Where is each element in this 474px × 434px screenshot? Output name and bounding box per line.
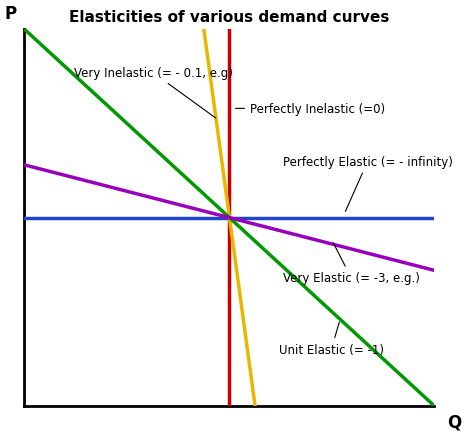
- Text: Very Elastic (= -3, e.g.): Very Elastic (= -3, e.g.): [283, 243, 419, 285]
- Text: Perfectly Elastic (= - infinity): Perfectly Elastic (= - infinity): [283, 155, 453, 212]
- Text: Very Inelastic (= - 0.1, e.g): Very Inelastic (= - 0.1, e.g): [73, 67, 233, 119]
- Title: Elasticities of various demand curves: Elasticities of various demand curves: [69, 10, 390, 25]
- Text: Unit Elastic (= -1): Unit Elastic (= -1): [279, 322, 383, 356]
- Text: Q: Q: [447, 412, 461, 430]
- Text: P: P: [4, 5, 16, 23]
- Text: Perfectly Inelastic (=0): Perfectly Inelastic (=0): [236, 103, 385, 115]
